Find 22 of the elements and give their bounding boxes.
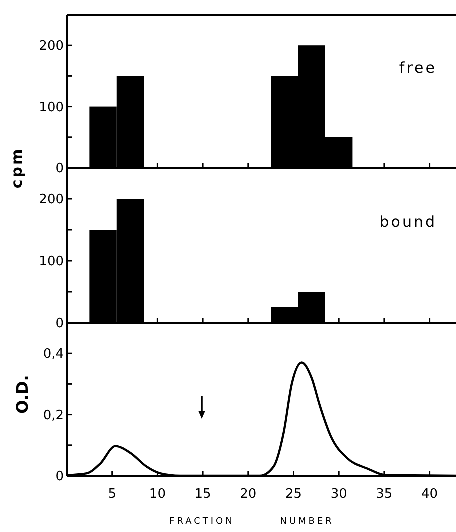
x-tick-label: 15 <box>194 487 212 502</box>
x-axis-title: FRACTION NUMBER <box>170 517 334 527</box>
x-tick-label: 10 <box>149 487 166 502</box>
x-tick-label: 40 <box>422 487 438 502</box>
y-tick-label: 0,4 <box>43 347 64 362</box>
y-tick-label: 0,2 <box>43 408 64 424</box>
y-tick-label: 0 <box>56 162 64 177</box>
y-axis-title: O.D. <box>13 375 32 414</box>
x-tick-label: 25 <box>285 487 302 502</box>
x-tick-label: 30 <box>330 487 348 502</box>
y-tick-label: 200 <box>39 192 64 208</box>
annotation: bound <box>380 212 437 231</box>
y-tick-label: 200 <box>39 39 64 54</box>
y-tick-label: 0 <box>56 316 64 332</box>
annotation: free <box>399 59 437 78</box>
x-tick-label: 35 <box>376 487 393 502</box>
y-tick-label: 100 <box>39 254 64 270</box>
x-tick-label: 5 <box>108 487 116 502</box>
x-tick-label: 20 <box>240 487 257 502</box>
y-tick-label: 0 <box>56 470 64 485</box>
y-axis-title: cpm <box>8 147 26 189</box>
y-tick-label: 100 <box>39 100 64 116</box>
